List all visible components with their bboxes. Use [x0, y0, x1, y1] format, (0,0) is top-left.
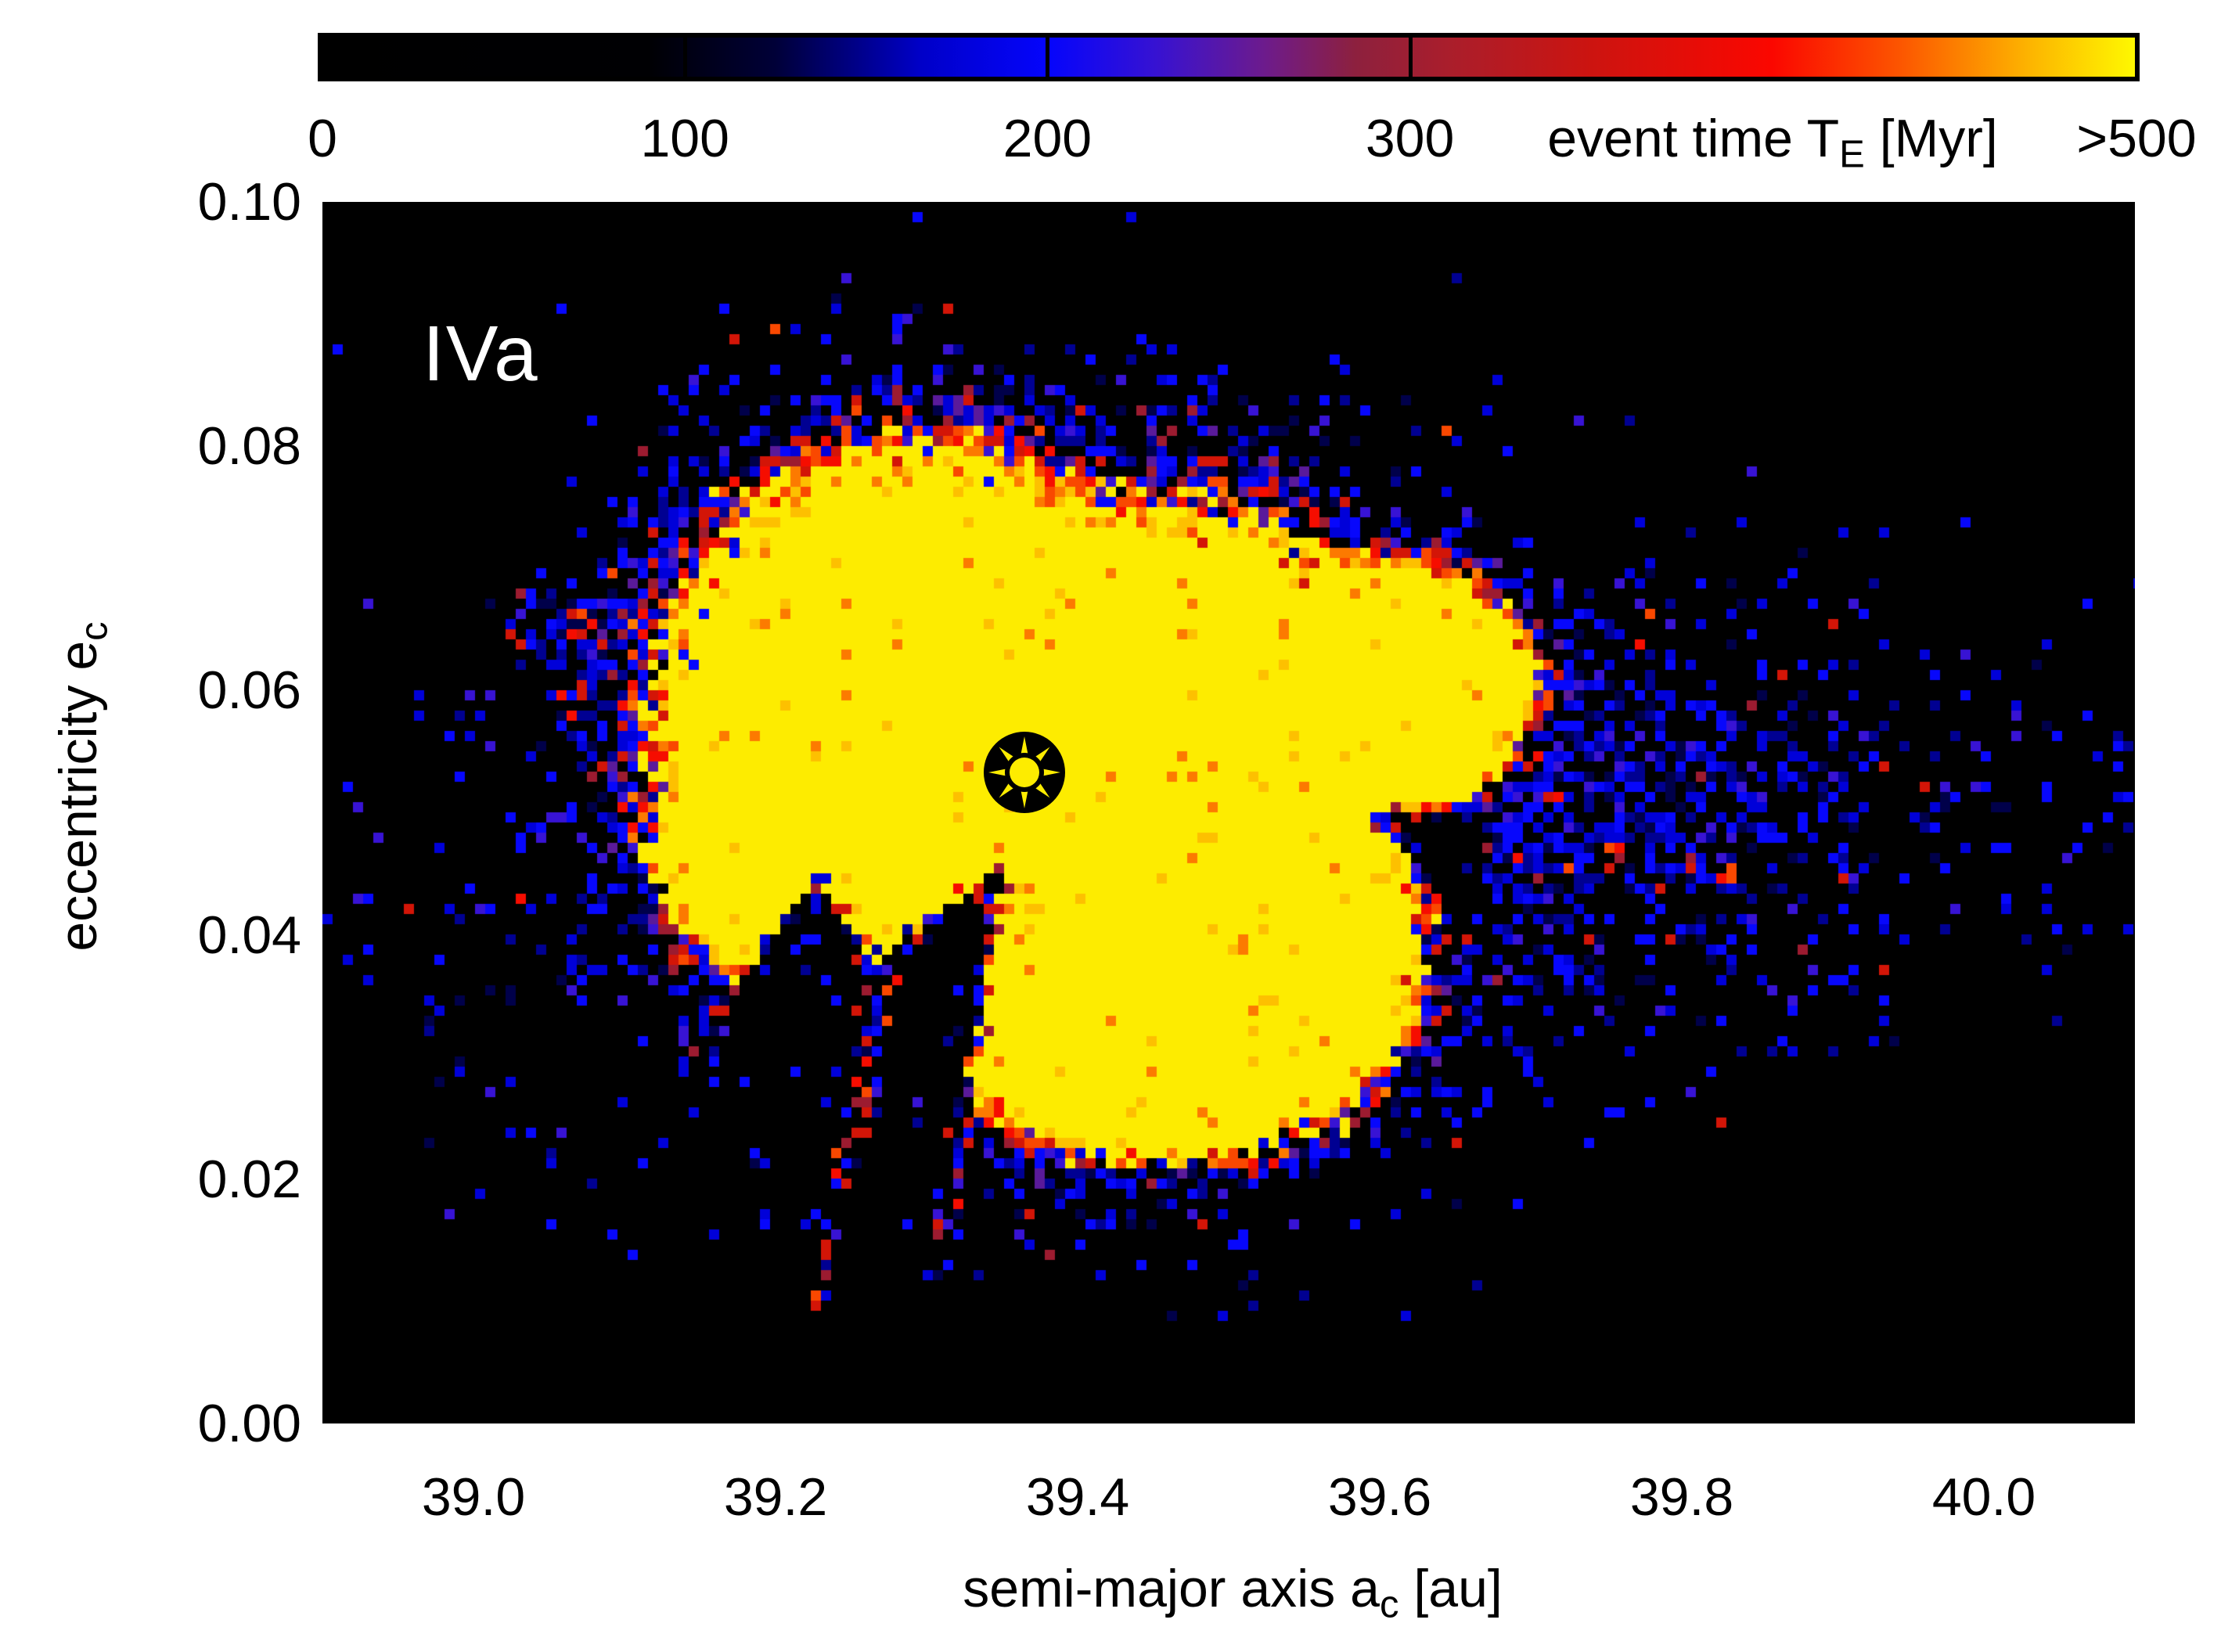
sun-marker-core — [1010, 757, 1040, 787]
x-axis-title-text: semi-major axis a — [963, 1559, 1380, 1618]
sun-marker — [984, 731, 1066, 813]
y-axis-title: eccentricity ec — [47, 510, 116, 1063]
y-tick-label: 0.08 — [197, 416, 301, 477]
y-axis-title-subscript: c — [73, 621, 116, 641]
x-tick-label: 39.8 — [1629, 1467, 1734, 1527]
x-tick-label: 39.0 — [421, 1467, 526, 1527]
y-tick-label: 0.04 — [197, 905, 301, 965]
colorbar-tick-line — [683, 38, 688, 77]
colorbar-tick-line — [1046, 38, 1050, 77]
sun-marker-star — [988, 736, 1061, 808]
colorbar-tick-line — [1408, 38, 1413, 77]
colorbar-tick-label: 0 — [308, 109, 337, 168]
panel-label: IVa — [423, 310, 539, 398]
y-axis-title-text: eccentricity e — [49, 640, 108, 952]
x-axis-title-units: [au] — [1398, 1559, 1503, 1618]
colorbar-tick-label: 200 — [1003, 109, 1093, 168]
y-tick-label: 0.06 — [197, 660, 301, 721]
stability-heatmap-canvas — [322, 202, 2135, 1423]
colorbar — [318, 33, 2140, 81]
colorbar-over-range-label: >500 — [2076, 109, 2197, 168]
y-tick-label: 0.00 — [197, 1394, 301, 1453]
x-axis-title-subscript: c — [1379, 1583, 1399, 1626]
colorbar-title-units: [Myr] — [1864, 109, 1998, 168]
colorbar-tick-label: 100 — [640, 109, 729, 168]
colorbar-title-text: event time T — [1547, 109, 1840, 168]
x-axis-title: semi-major axis ac [au] — [841, 1557, 1624, 1624]
colorbar-tick-label: 300 — [1365, 109, 1455, 168]
y-tick-label: 0.10 — [197, 172, 301, 232]
x-tick-label: 39.4 — [1025, 1467, 1130, 1527]
colorbar-title: event time TE [Myr] — [1514, 107, 2031, 174]
plot-area — [322, 202, 2135, 1423]
x-tick-label: 40.0 — [1931, 1467, 2036, 1527]
x-tick-label: 39.2 — [723, 1467, 828, 1527]
y-tick-label: 0.02 — [197, 1149, 301, 1209]
x-tick-label: 39.6 — [1327, 1467, 1432, 1527]
colorbar-title-subscript: E — [1839, 133, 1865, 176]
